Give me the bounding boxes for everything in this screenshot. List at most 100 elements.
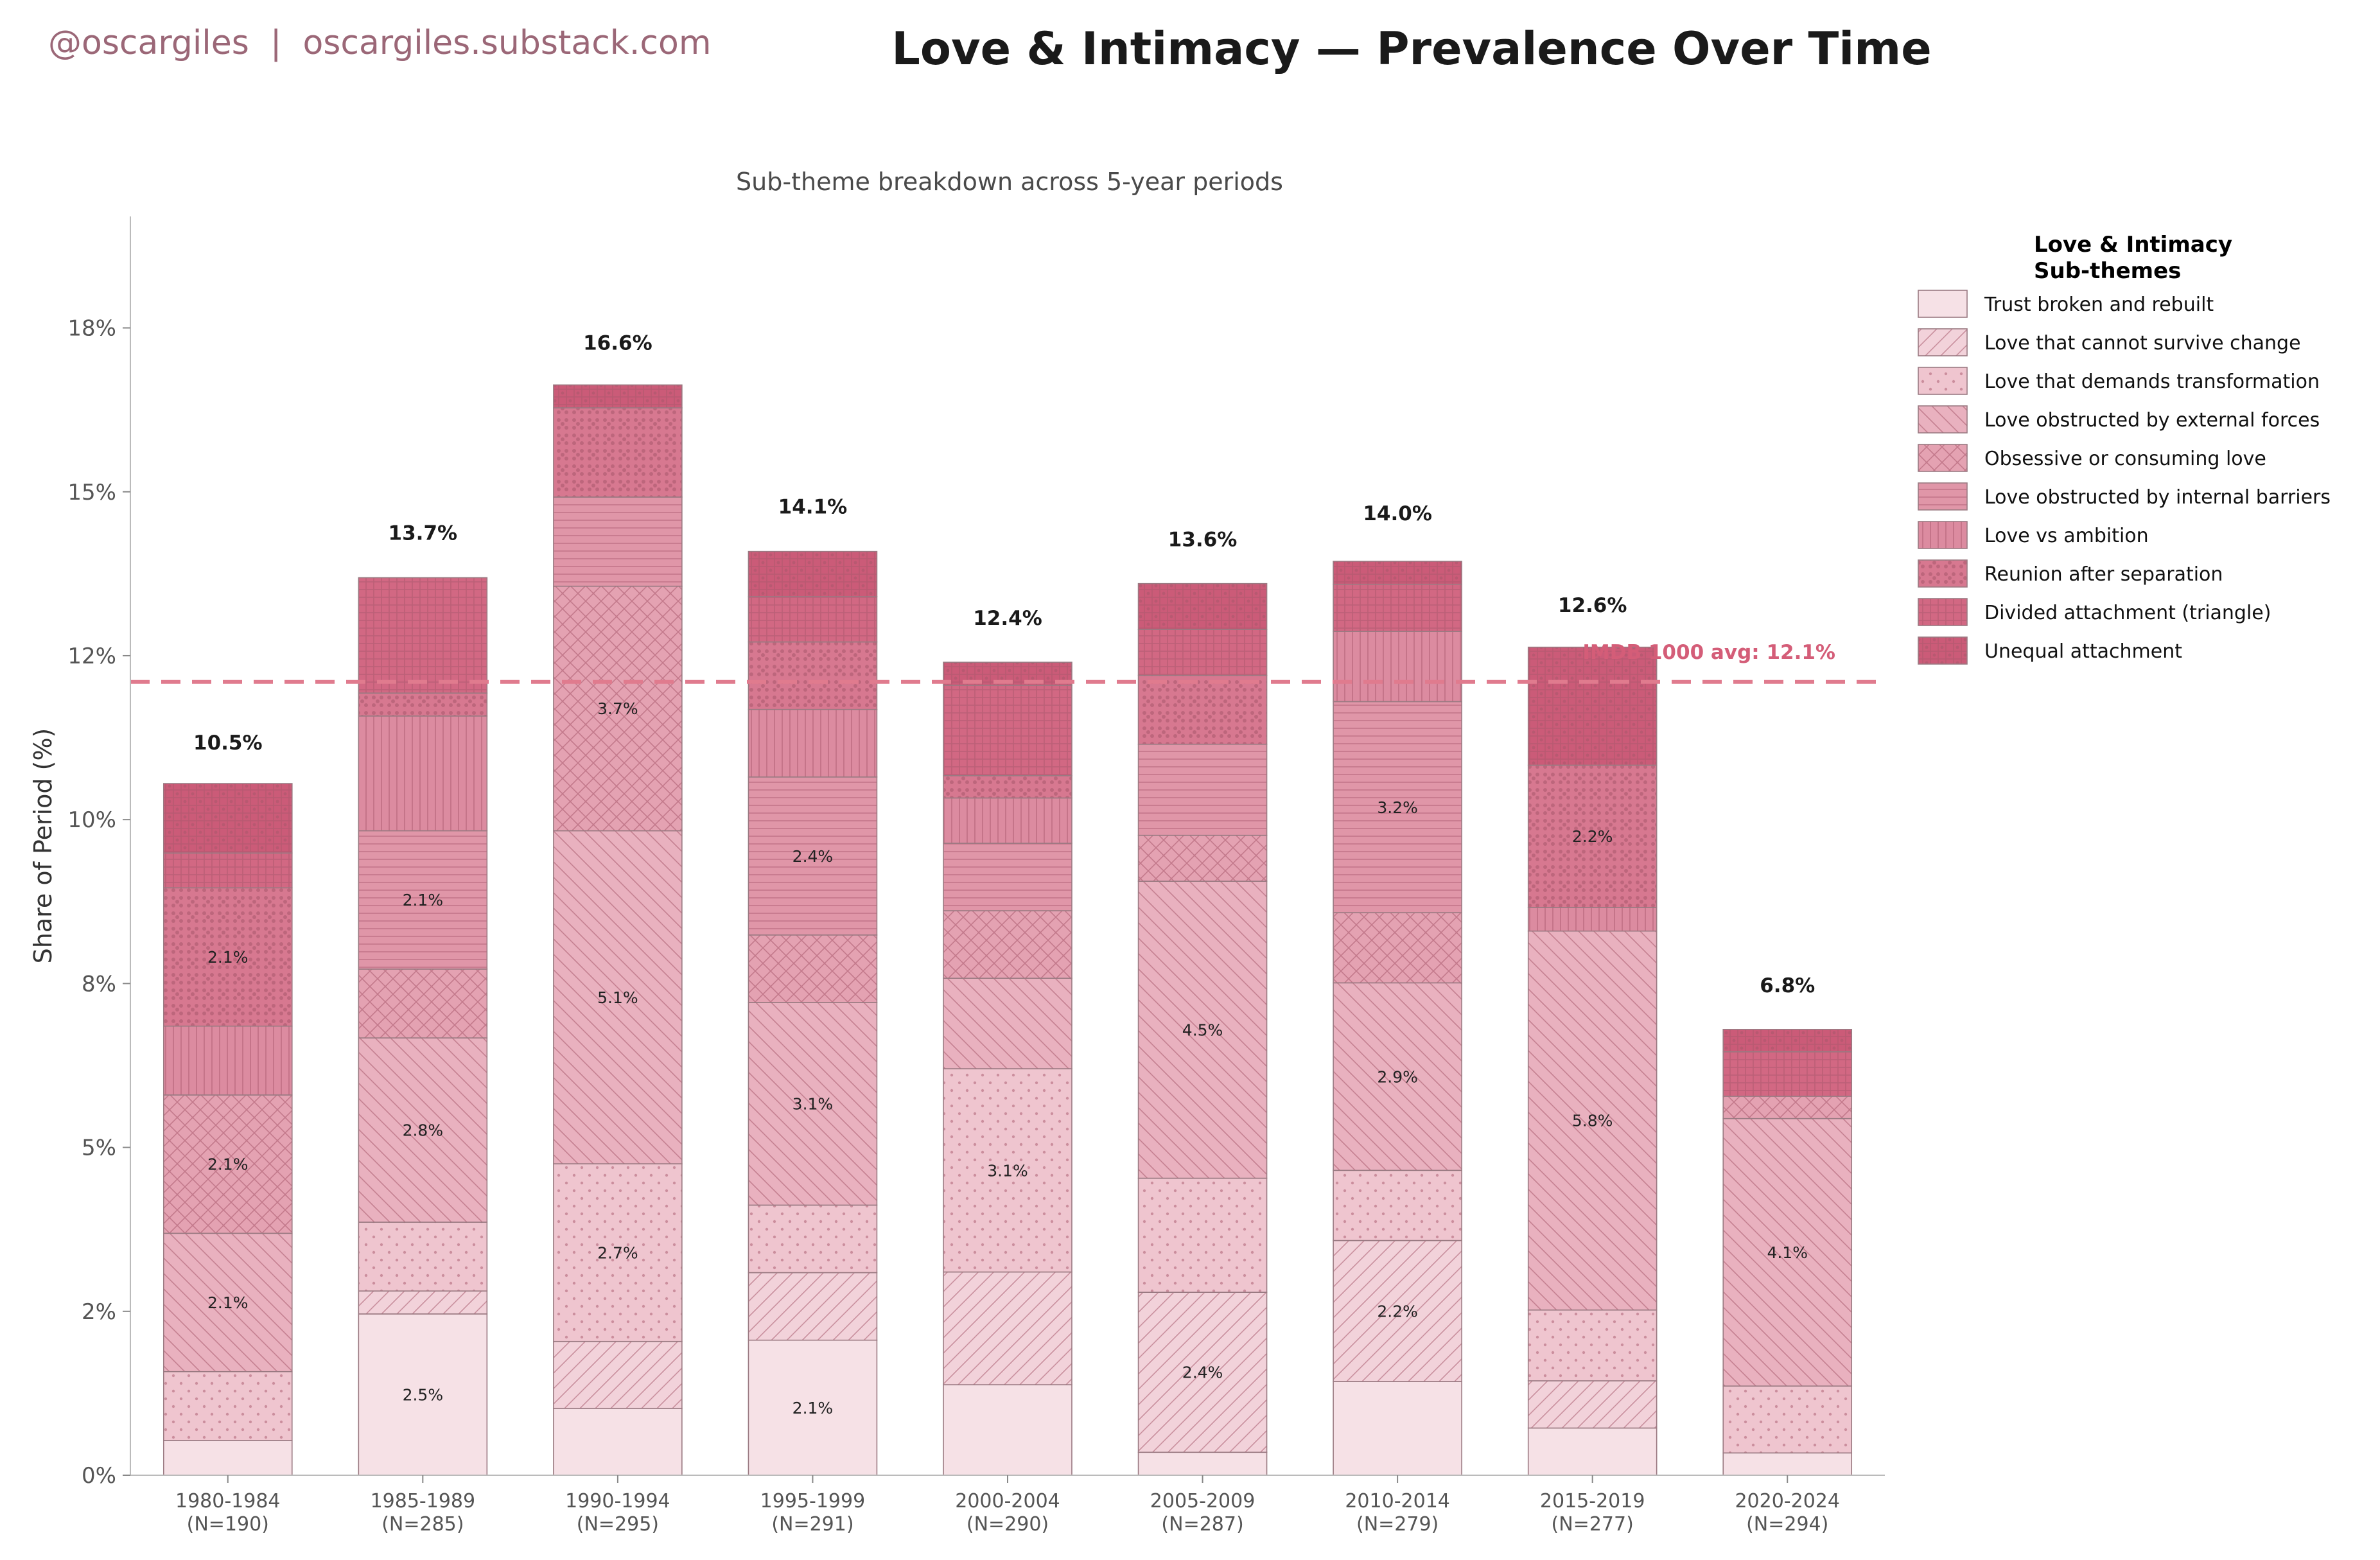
- bar-total-label: 12.4%: [973, 607, 1042, 630]
- x-tick-label: 2010-2014: [1345, 1490, 1450, 1512]
- bar-segment: [1137, 1292, 1268, 1453]
- bar-segment: [943, 775, 1072, 799]
- bar-segment: [162, 1025, 293, 1096]
- bar-segment: [358, 830, 488, 970]
- segment-value-label: 2.7%: [597, 1243, 638, 1262]
- bar-segment: [162, 1232, 293, 1372]
- average-line-group: IMDB 1000 avg: 12.1%: [130, 641, 1885, 684]
- bar-stack-1995-1999: 2.1% 3.1% 2.4% 14.1%: [748, 496, 878, 1476]
- segment-value-label: 2.2%: [1572, 827, 1613, 846]
- bar-segment: [943, 1384, 1072, 1476]
- x-tick-count-label: (N=279): [1356, 1513, 1439, 1536]
- bar-segment: [943, 843, 1072, 911]
- legend-item: Love obstructed by external forces: [1918, 405, 2320, 434]
- bar-segment: [553, 384, 683, 408]
- bar-segment: [1527, 1380, 1658, 1429]
- x-tick-label: 1985-1989: [371, 1490, 476, 1512]
- bar-segment: [1527, 1427, 1658, 1476]
- bar-segment: [1722, 1029, 1853, 1053]
- x-tick-count-label: (N=291): [771, 1513, 853, 1536]
- legend-swatch: [1918, 405, 1968, 434]
- legend-label: Obsessive or consuming love: [1984, 448, 2266, 470]
- bar-segment: [1527, 1309, 1658, 1381]
- bar-segment: [553, 585, 683, 832]
- bar-total-label: 14.1%: [778, 496, 848, 519]
- bar-segment: [943, 1271, 1072, 1385]
- legend-label: Love that cannot survive change: [1984, 332, 2301, 355]
- bar-segment: [1137, 1451, 1268, 1476]
- bar-segment: [1333, 631, 1462, 703]
- bar-segment: [1722, 1096, 1853, 1119]
- legend-swatch: [1918, 367, 1968, 395]
- bar-segment: [748, 708, 878, 778]
- bars: 2.1% 2.1% 2.1% 10.5% 2.5% 2.8% 2.1% 13.7% 2.7% 5.…: [162, 331, 1853, 1476]
- x-tick-label: 1980-1984: [175, 1490, 281, 1512]
- bar-segment: [358, 1037, 488, 1223]
- legend-swatch: [1918, 328, 1968, 356]
- bar-segment: [748, 1204, 878, 1274]
- bar-total-label: 10.5%: [193, 732, 263, 755]
- legend-label: Love that demands transformation: [1984, 371, 2320, 393]
- segment-value-label: 3.1%: [792, 1095, 834, 1114]
- bar-segment: [553, 407, 683, 498]
- segment-value-label: 2.8%: [403, 1121, 444, 1140]
- y-tick-label: 0%: [82, 1463, 116, 1489]
- bar-segment: [553, 1340, 683, 1409]
- bar-segment: [1527, 764, 1658, 908]
- segment-value-label: 2.4%: [792, 847, 834, 866]
- credit-text: @oscargiles | oscargiles.substack.com: [48, 24, 711, 62]
- bar-segment: [1722, 1385, 1853, 1454]
- bar-segment: [1137, 1177, 1268, 1293]
- bar-segment: [162, 1371, 293, 1441]
- legend-swatch: [1918, 444, 1968, 472]
- bar-segment: [748, 641, 878, 710]
- bar-segment: [748, 776, 878, 936]
- segment-value-label: 2.2%: [1377, 1302, 1418, 1320]
- bar-segment: [162, 1094, 293, 1234]
- bar-segment: [1137, 881, 1268, 1179]
- segment-value-label: 3.2%: [1377, 798, 1418, 817]
- legend-label: Love obstructed by external forces: [1984, 409, 2320, 432]
- legend-swatch: [1918, 482, 1968, 511]
- legend-item: Love obstructed by internal barriers: [1918, 482, 2331, 511]
- bar-segment: [748, 1339, 878, 1476]
- average-label: IMDB 1000 avg: 12.1%: [1582, 641, 1835, 664]
- x-tick-label: 2020-2024: [1735, 1490, 1840, 1512]
- bar-segment: [553, 1408, 683, 1476]
- segment-value-label: 2.1%: [403, 891, 444, 909]
- legend-label: Love obstructed by internal barriers: [1984, 486, 2331, 509]
- legend-swatch: [1918, 521, 1968, 549]
- legend-label: Unequal attachment: [1984, 640, 2182, 663]
- bar-segment: [943, 910, 1072, 979]
- bar-segment: [1527, 930, 1658, 1311]
- bar-segment: [1333, 583, 1462, 632]
- y-tick-label: 18%: [67, 316, 116, 342]
- legend-label: Divided attachment (triangle): [1984, 602, 2271, 624]
- bar-segment: [1137, 834, 1268, 882]
- segment-value-label: 2.1%: [207, 1293, 249, 1312]
- bar-stack-2000-2004: 3.1% 12.4%: [943, 607, 1072, 1476]
- bar-segment: [358, 1313, 488, 1476]
- y-tick-label: 8%: [82, 971, 116, 997]
- bar-segment: [1333, 1381, 1462, 1476]
- y-axis-label: Share of Period (%): [29, 728, 57, 964]
- bar-total-label: 16.6%: [583, 331, 652, 355]
- bar-segment: [1333, 1240, 1462, 1382]
- bar-segment: [358, 968, 488, 1039]
- bar-segment: [162, 852, 293, 889]
- x-tick-count-label: (N=294): [1746, 1513, 1828, 1536]
- x-tick-label: 2005-2009: [1150, 1490, 1256, 1512]
- x-tick-count-label: (N=285): [381, 1513, 464, 1536]
- bar-segment: [1333, 1170, 1462, 1241]
- bar-segment: [358, 1222, 488, 1292]
- x-tick-count-label: (N=295): [577, 1513, 659, 1536]
- x-tick-count-label: (N=277): [1552, 1513, 1634, 1536]
- x-tick-label: 2000-2004: [955, 1490, 1060, 1512]
- bar-segment: [1137, 743, 1268, 836]
- segment-value-label: 3.7%: [597, 699, 638, 718]
- legend-item: Divided attachment (triangle): [1918, 598, 2271, 626]
- segment-value-label: 5.1%: [597, 988, 638, 1007]
- bar-stack-2010-2014: 2.2% 2.9% 3.2% 14.0%: [1333, 502, 1462, 1476]
- segment-value-label: 2.1%: [792, 1399, 834, 1417]
